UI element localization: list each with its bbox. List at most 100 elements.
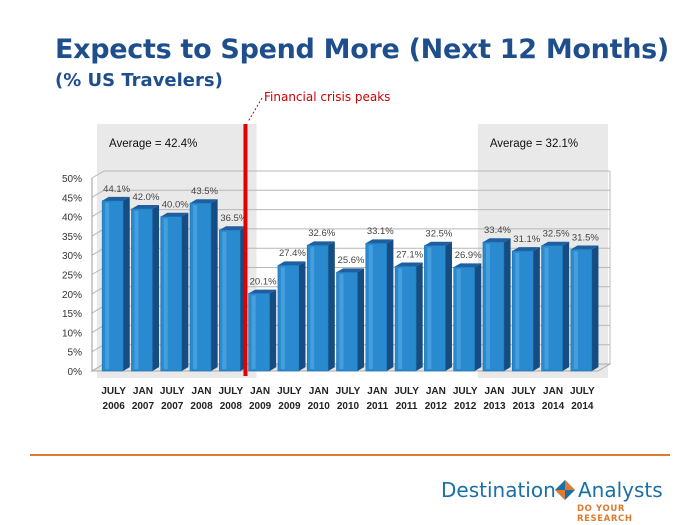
bar-value-label: 36.5% xyxy=(220,213,247,224)
bar-highlight xyxy=(310,247,315,369)
x-tick-label-year: 2014 xyxy=(571,401,594,412)
bar-value-label: 44.1% xyxy=(103,184,130,195)
y-tick-label: 35% xyxy=(62,232,82,243)
chart-subtitle: (% US Travelers) xyxy=(55,70,223,91)
y-tick-label: 5% xyxy=(68,348,83,359)
bar-highlight xyxy=(280,267,285,369)
y-tick-label: 30% xyxy=(62,251,82,262)
bar-value-label: 32.6% xyxy=(308,228,335,239)
x-tick-label-year: 2011 xyxy=(366,401,388,412)
x-tick-label-year: 2014 xyxy=(542,401,565,412)
bar-side xyxy=(386,239,394,371)
x-tick-label: JAN xyxy=(426,386,446,397)
bar-side xyxy=(152,205,160,371)
x-tick-label: JULY xyxy=(394,386,419,397)
bar-top xyxy=(453,263,482,268)
y-tick-label: 45% xyxy=(62,193,82,204)
average-label-1: Average = 42.4% xyxy=(109,138,197,150)
y-tick-label: 15% xyxy=(62,309,82,320)
bar-highlight xyxy=(193,205,198,369)
x-tick-label-year: 2011 xyxy=(396,401,418,412)
bar-side xyxy=(445,241,452,371)
x-tick-label-year: 2010 xyxy=(308,401,331,412)
y-tick-label: 25% xyxy=(62,271,82,282)
x-tick-label-year: 2013 xyxy=(483,401,506,412)
chart-title: Expects to Spend More (Next 12 Months) xyxy=(55,34,669,65)
x-tick-label: JULY xyxy=(218,386,243,397)
bar-value-label: 40.0% xyxy=(162,200,189,211)
bar-highlight xyxy=(573,251,578,369)
annotation-pointer xyxy=(248,97,263,122)
bar-top xyxy=(131,205,160,209)
x-tick-label: JAN xyxy=(484,386,504,397)
bar-top xyxy=(248,289,277,294)
x-tick-label: JULY xyxy=(101,386,126,397)
x-tick-label: JAN xyxy=(192,386,212,397)
y-tick-label: 40% xyxy=(62,213,82,224)
bar-highlight xyxy=(544,247,549,369)
bar-highlight xyxy=(134,210,139,369)
bar-value-label: 27.4% xyxy=(279,248,306,259)
bar-side xyxy=(269,289,277,371)
bar-value-label: 26.9% xyxy=(455,250,482,261)
bar-side xyxy=(474,263,482,371)
bar-highlight xyxy=(398,268,403,369)
bar-top xyxy=(102,196,130,201)
x-tick-label-year: 2012 xyxy=(454,401,477,412)
bar-side xyxy=(503,238,511,371)
x-tick-label-year: 2008 xyxy=(220,401,243,412)
bar-top xyxy=(277,261,306,266)
bar-side xyxy=(533,247,540,371)
x-tick-label: JULY xyxy=(336,386,361,397)
bar-side xyxy=(591,245,599,371)
bar-side xyxy=(357,268,365,371)
bar-value-label: 32.5% xyxy=(543,229,570,240)
gridline-depth xyxy=(91,189,105,198)
bar-top xyxy=(336,268,365,273)
bar-value-label: 31.5% xyxy=(572,232,599,243)
average-label-2: Average = 32.1% xyxy=(490,138,578,150)
bar-side xyxy=(416,262,423,371)
logo-name-left: Destination xyxy=(441,478,556,502)
logo-tagline: DO YOUR RESEARCH xyxy=(577,504,633,524)
bar-highlight xyxy=(456,269,461,369)
x-tick-label: JULY xyxy=(570,386,595,397)
bar-top xyxy=(424,241,452,246)
bar-highlight xyxy=(251,295,256,369)
x-tick-label-year: 2012 xyxy=(425,401,448,412)
x-tick-label: JULY xyxy=(277,386,302,397)
bar-top xyxy=(160,212,189,217)
x-tick-label: JAN xyxy=(250,386,270,397)
bar-top xyxy=(219,226,247,231)
footer-divider xyxy=(30,454,670,456)
gridline-depth xyxy=(91,170,105,179)
x-tick-label: JAN xyxy=(133,386,153,397)
bar-side xyxy=(328,241,335,371)
bar-side xyxy=(298,261,306,371)
bar-value-label: 25.6% xyxy=(338,255,365,266)
bar-highlight xyxy=(339,274,344,369)
logo-name-right: Analysts xyxy=(578,478,663,502)
x-tick-label-year: 2007 xyxy=(161,401,184,412)
bar-highlight xyxy=(515,252,520,369)
bar-side xyxy=(123,196,130,371)
bar-side xyxy=(211,199,218,371)
x-tick-label: JAN xyxy=(367,386,387,397)
x-tick-label-year: 2008 xyxy=(190,401,213,412)
x-tick-label: JULY xyxy=(453,386,478,397)
x-tick-label: JAN xyxy=(309,386,329,397)
bar-top xyxy=(395,262,423,267)
bar-top xyxy=(365,239,394,244)
x-tick-label-year: 2013 xyxy=(513,401,536,412)
bar-side xyxy=(181,212,189,371)
bar-top xyxy=(570,245,599,250)
bar-highlight xyxy=(485,244,490,369)
x-tick-label-year: 2006 xyxy=(103,401,126,412)
bar-top xyxy=(307,241,335,246)
y-tick-label: 20% xyxy=(62,290,82,301)
bar-top xyxy=(541,241,570,246)
bar-highlight xyxy=(368,245,373,369)
diamond-logo-icon xyxy=(555,480,575,500)
x-tick-label-year: 2007 xyxy=(132,401,155,412)
bar-top xyxy=(482,238,511,243)
